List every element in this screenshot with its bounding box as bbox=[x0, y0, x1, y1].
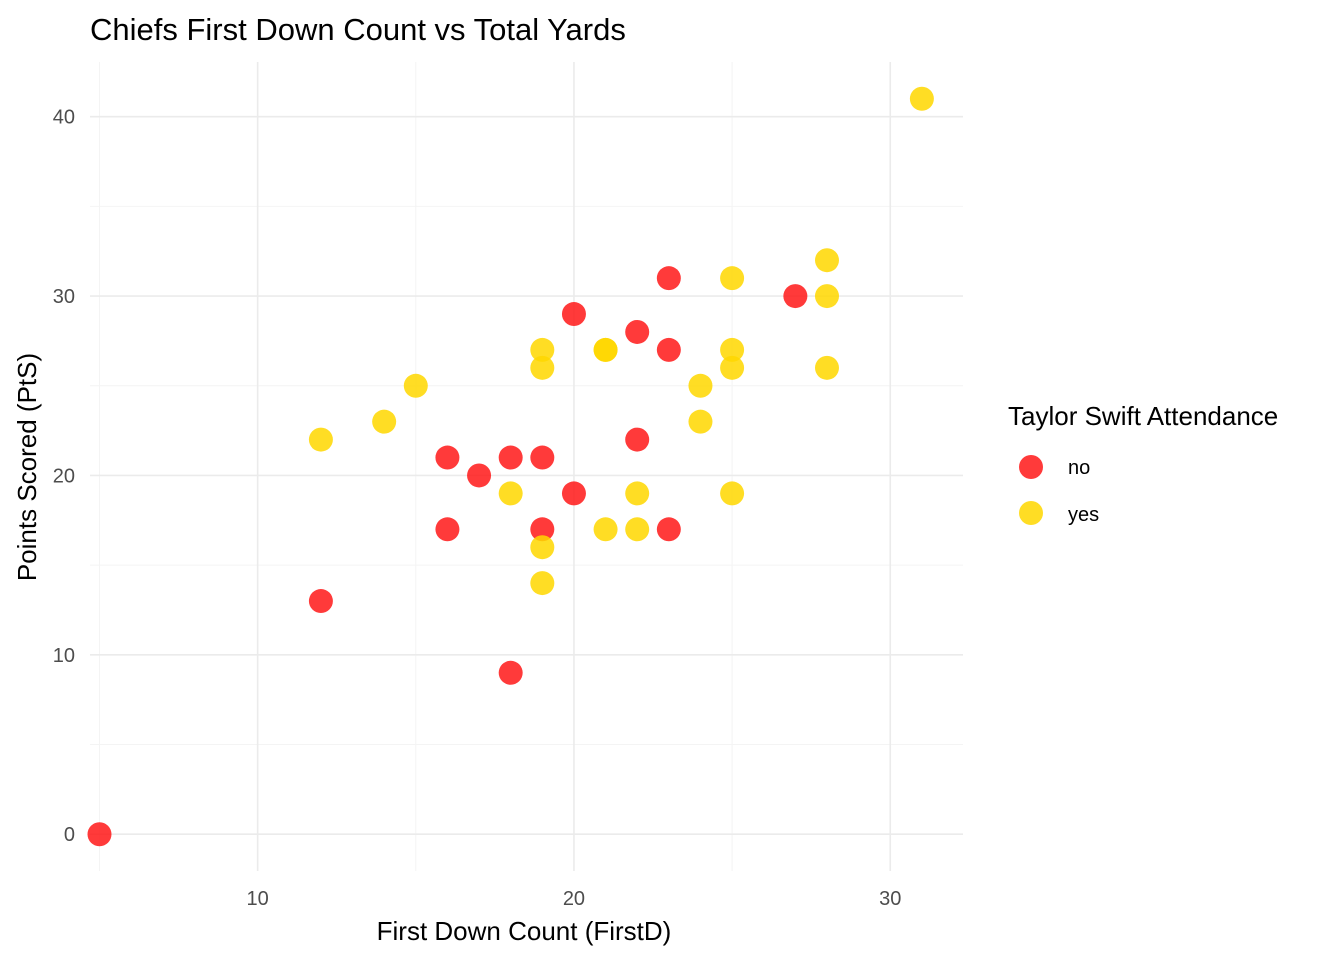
scatter-point-no bbox=[625, 319, 650, 344]
legend-swatch-no bbox=[1019, 455, 1043, 479]
series-yes bbox=[308, 86, 934, 596]
scatter-point-yes bbox=[530, 571, 555, 596]
scatter-point-no bbox=[87, 822, 112, 847]
scatter-point-no bbox=[561, 481, 586, 506]
scatter-point-yes bbox=[720, 266, 745, 291]
scatter-point-no bbox=[308, 589, 333, 614]
scatter-point-no bbox=[625, 427, 650, 452]
scatter-point-yes bbox=[688, 409, 713, 434]
scatter-point-no bbox=[530, 445, 555, 470]
scatter-point-no bbox=[561, 302, 586, 327]
y-tick-label: 0 bbox=[64, 824, 75, 846]
series-no bbox=[87, 266, 808, 847]
scatter-point-no bbox=[783, 284, 808, 309]
legend: Taylor Swift Attendance no yes bbox=[1008, 401, 1278, 526]
scatter-point-yes bbox=[530, 355, 555, 380]
chart-title: Chiefs First Down Count vs Total Yards bbox=[90, 12, 626, 47]
scatter-point-no bbox=[530, 517, 555, 542]
x-tick-label: 30 bbox=[879, 888, 901, 910]
scatter-point-yes bbox=[720, 337, 745, 362]
scatter-point-no bbox=[498, 660, 523, 685]
legend-title: Taylor Swift Attendance bbox=[1008, 401, 1278, 431]
x-axis-title: First Down Count (FirstD) bbox=[377, 916, 672, 946]
scatter-point-yes bbox=[372, 409, 397, 434]
y-tick-label: 30 bbox=[53, 286, 75, 308]
scatter-point-yes bbox=[593, 517, 618, 542]
y-axis-title: Points Scored (PtS) bbox=[12, 353, 42, 581]
scatter-point-yes bbox=[625, 481, 650, 506]
scatter-point-yes bbox=[593, 337, 618, 362]
scatter-point-yes bbox=[530, 535, 555, 560]
scatter-point-no bbox=[656, 517, 681, 542]
scatter-point-no bbox=[435, 445, 460, 470]
axis-ticks: 10 20 30 0 10 20 30 40 bbox=[53, 107, 902, 910]
scatter-point-no bbox=[467, 463, 492, 488]
legend-swatch-yes bbox=[1019, 501, 1043, 525]
x-tick-label: 10 bbox=[247, 888, 269, 910]
scatter-point-yes bbox=[403, 373, 428, 398]
scatter-point-no bbox=[498, 445, 523, 470]
scatter-point-yes bbox=[814, 248, 839, 273]
scatter-point-yes bbox=[720, 355, 745, 380]
scatter-point-yes bbox=[308, 427, 333, 452]
scatter-point-yes bbox=[688, 373, 713, 398]
y-tick-label: 10 bbox=[53, 645, 75, 667]
scatter-point-yes bbox=[625, 517, 650, 542]
data-points bbox=[87, 86, 934, 847]
scatter-point-no bbox=[656, 266, 681, 291]
scatter-point-yes bbox=[814, 284, 839, 309]
scatter-point-yes bbox=[530, 337, 555, 362]
y-tick-label: 20 bbox=[53, 465, 75, 487]
grid bbox=[90, 62, 963, 871]
y-tick-label: 40 bbox=[53, 107, 75, 129]
scatter-point-yes bbox=[720, 481, 745, 506]
scatter-point-yes bbox=[909, 86, 934, 111]
x-tick-label: 20 bbox=[563, 888, 585, 910]
scatter-point-yes bbox=[814, 355, 839, 380]
scatter-point-no bbox=[656, 337, 681, 362]
scatter-point-no bbox=[435, 517, 460, 542]
legend-label-no: no bbox=[1068, 457, 1090, 479]
legend-label-yes: yes bbox=[1068, 504, 1099, 526]
scatter-point-yes bbox=[498, 481, 523, 506]
